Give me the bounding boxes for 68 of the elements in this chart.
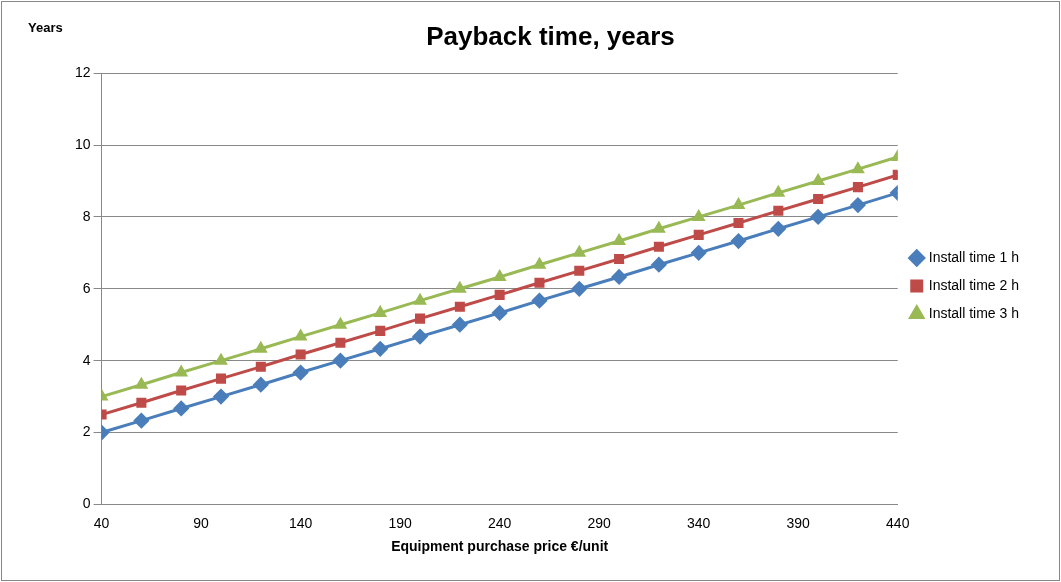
x-tick-label: 90: [193, 514, 210, 531]
point: [375, 325, 386, 336]
point: [574, 265, 585, 276]
point: [454, 301, 465, 312]
point: [852, 162, 864, 174]
point: [215, 354, 227, 365]
x-tick-label: 190: [388, 514, 413, 531]
y-tick-label: 2: [82, 423, 91, 440]
point: [494, 289, 505, 300]
point: [613, 234, 625, 246]
point: [850, 197, 866, 213]
point: [732, 198, 745, 210]
point: [335, 337, 346, 348]
point: [414, 294, 426, 305]
point: [213, 389, 229, 405]
y-tick-label: 10: [74, 135, 91, 152]
point: [693, 229, 704, 240]
legend-label: Install time 3 h: [928, 304, 1019, 321]
point: [295, 349, 306, 360]
y-tick-label: 12: [74, 64, 91, 81]
point: [176, 385, 187, 396]
point: [731, 233, 747, 249]
x-tick-label: 40: [93, 514, 110, 531]
point: [611, 269, 627, 285]
point: [534, 277, 545, 288]
point: [810, 209, 826, 225]
point: [332, 353, 348, 369]
point: [653, 241, 664, 252]
point: [691, 245, 707, 261]
point: [372, 341, 388, 357]
point: [215, 373, 227, 384]
point: [773, 205, 784, 216]
x-tick-label: 290: [587, 514, 612, 531]
chart-title: Payback time, years: [426, 20, 675, 51]
point: [136, 397, 147, 408]
point: [133, 413, 149, 429]
point: [452, 317, 468, 333]
point: [651, 257, 667, 273]
y-tick-label: 8: [82, 207, 91, 224]
y-axis-title: Years: [28, 20, 63, 35]
y-tick-label: 6: [82, 279, 91, 296]
legend-label: Install time 1 h: [928, 248, 1019, 265]
point: [813, 193, 824, 204]
point: [493, 270, 506, 281]
point: [770, 221, 786, 237]
point: [733, 218, 744, 229]
point: [492, 305, 508, 321]
x-tick-label: 340: [687, 514, 711, 531]
legend-label: Install time 2 h: [928, 276, 1019, 293]
point: [852, 182, 863, 193]
point: [255, 361, 266, 372]
point: [412, 329, 428, 345]
point: [812, 174, 824, 185]
point: [253, 377, 269, 393]
point: [614, 253, 625, 265]
point: [293, 365, 309, 381]
y-tick-label: 4: [82, 351, 91, 368]
x-tick-label: 440: [886, 514, 910, 531]
y-tick-label: 0: [82, 495, 91, 512]
point: [415, 313, 426, 324]
x-tick-label: 240: [487, 514, 512, 531]
point: [173, 400, 189, 416]
point: [571, 281, 587, 297]
x-tick-label: 390: [786, 514, 811, 531]
x-axis-title: Equipment purchase price €/unit: [391, 538, 609, 555]
point: [531, 293, 547, 309]
x-tick-label: 140: [288, 514, 313, 531]
point: [692, 210, 705, 221]
